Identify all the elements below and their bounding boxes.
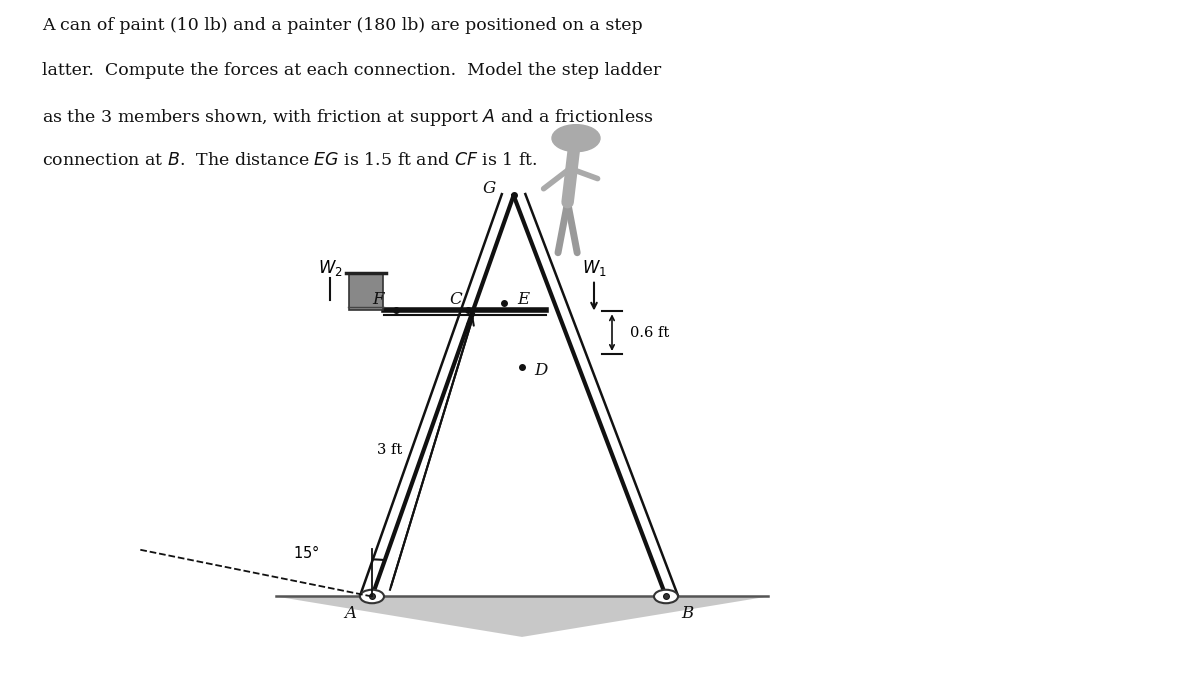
Text: as the 3 members shown, with friction at support $A$ and a frictionless: as the 3 members shown, with friction at… (42, 107, 653, 128)
Text: D: D (534, 362, 548, 379)
Text: 0.6 ft: 0.6 ft (630, 326, 670, 340)
Text: connection at $B$.  The distance $EG$ is 1.5 ft and $CF$ is 1 ft.: connection at $B$. The distance $EG$ is … (42, 152, 538, 169)
Text: E: E (517, 291, 529, 309)
Circle shape (552, 125, 600, 152)
Circle shape (360, 590, 384, 603)
Text: B: B (682, 605, 694, 622)
Text: 3 ft: 3 ft (377, 443, 403, 457)
Text: A can of paint (10 lb) and a painter (180 lb) are positioned on a step: A can of paint (10 lb) and a painter (18… (42, 17, 643, 34)
Text: $W_1$: $W_1$ (582, 258, 606, 278)
Text: A: A (344, 605, 356, 622)
Circle shape (654, 590, 678, 603)
Text: F: F (372, 291, 384, 309)
Text: $W_2$: $W_2$ (318, 258, 342, 278)
FancyBboxPatch shape (349, 273, 383, 310)
Text: $15°$: $15°$ (293, 544, 319, 561)
Text: C: C (450, 291, 462, 309)
Text: G: G (482, 180, 497, 197)
Text: latter.  Compute the forces at each connection.  Model the step ladder: latter. Compute the forces at each conne… (42, 62, 661, 79)
Polygon shape (276, 596, 768, 637)
